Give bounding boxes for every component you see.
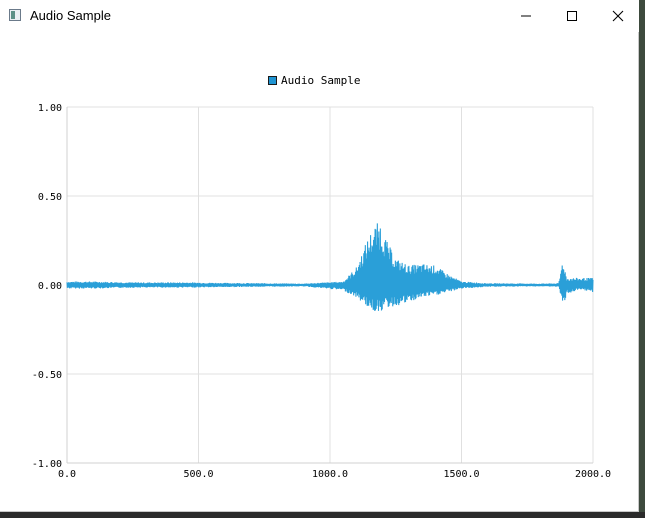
y-tick-label: 0.00 [38,281,62,292]
x-tick-label: 500.0 [183,469,213,480]
desktop-background [639,0,645,512]
x-tick-label: 2000.0 [575,469,611,480]
app-window: Audio Sample Audio Sample 1.00 0.50 0.00 -0… [0,0,639,512]
x-tick-label: 0.0 [58,469,76,480]
app-icon [9,9,21,21]
y-tick-label: -1.00 [32,459,62,470]
legend-swatch [268,75,277,85]
window-title: Audio Sample [30,8,111,23]
taskbar-edge [0,512,645,518]
maximize-button[interactable] [549,0,595,32]
y-tick-label: -0.50 [32,370,62,381]
legend-label: Audio Sample [281,73,361,87]
title-bar[interactable]: Audio Sample [0,0,639,32]
series-line-audio-sample [66,223,594,311]
x-tick-label: 1500.0 [443,469,479,480]
chart-legend: Audio Sample [268,73,360,87]
x-tick-label: 1000.0 [312,469,348,480]
maximize-icon [567,11,577,21]
minimize-button[interactable] [503,0,549,32]
close-button[interactable] [595,0,641,32]
y-tick-label: 0.50 [38,192,62,203]
minimize-icon [521,15,531,17]
audio-chart: 1.00 0.50 0.00 -0.50 -1.000.0 500.0 1000.0 1500… [32,103,611,480]
y-tick-label: 1.00 [38,103,62,114]
close-icon [612,10,624,22]
